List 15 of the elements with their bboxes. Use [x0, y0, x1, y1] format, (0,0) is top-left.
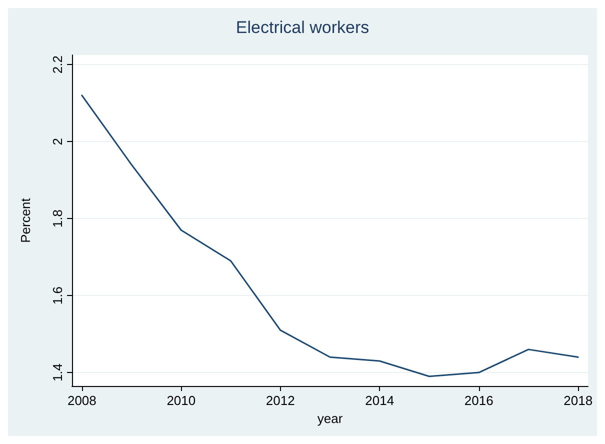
chart-title: Electrical workers — [236, 18, 370, 37]
x-tick-label: 2010 — [166, 393, 196, 408]
y-tick-label: 2 — [50, 138, 65, 146]
x-axis-title: year — [317, 410, 344, 426]
line-series — [81, 94, 579, 378]
x-tick-label: 2014 — [365, 393, 394, 408]
y-axis-title: Percent — [18, 198, 33, 243]
x-tick-label: 2008 — [67, 393, 96, 408]
y-tick-label: 1.6 — [50, 286, 65, 305]
x-tick-label: 2016 — [464, 393, 494, 408]
y-tick-label: 1.4 — [50, 363, 65, 382]
x-tick-label: 2012 — [266, 393, 295, 408]
x-tick-label: 2018 — [564, 393, 593, 408]
y-tick-label: 2.2 — [50, 56, 65, 74]
y-tick-label: 1.8 — [50, 210, 65, 228]
